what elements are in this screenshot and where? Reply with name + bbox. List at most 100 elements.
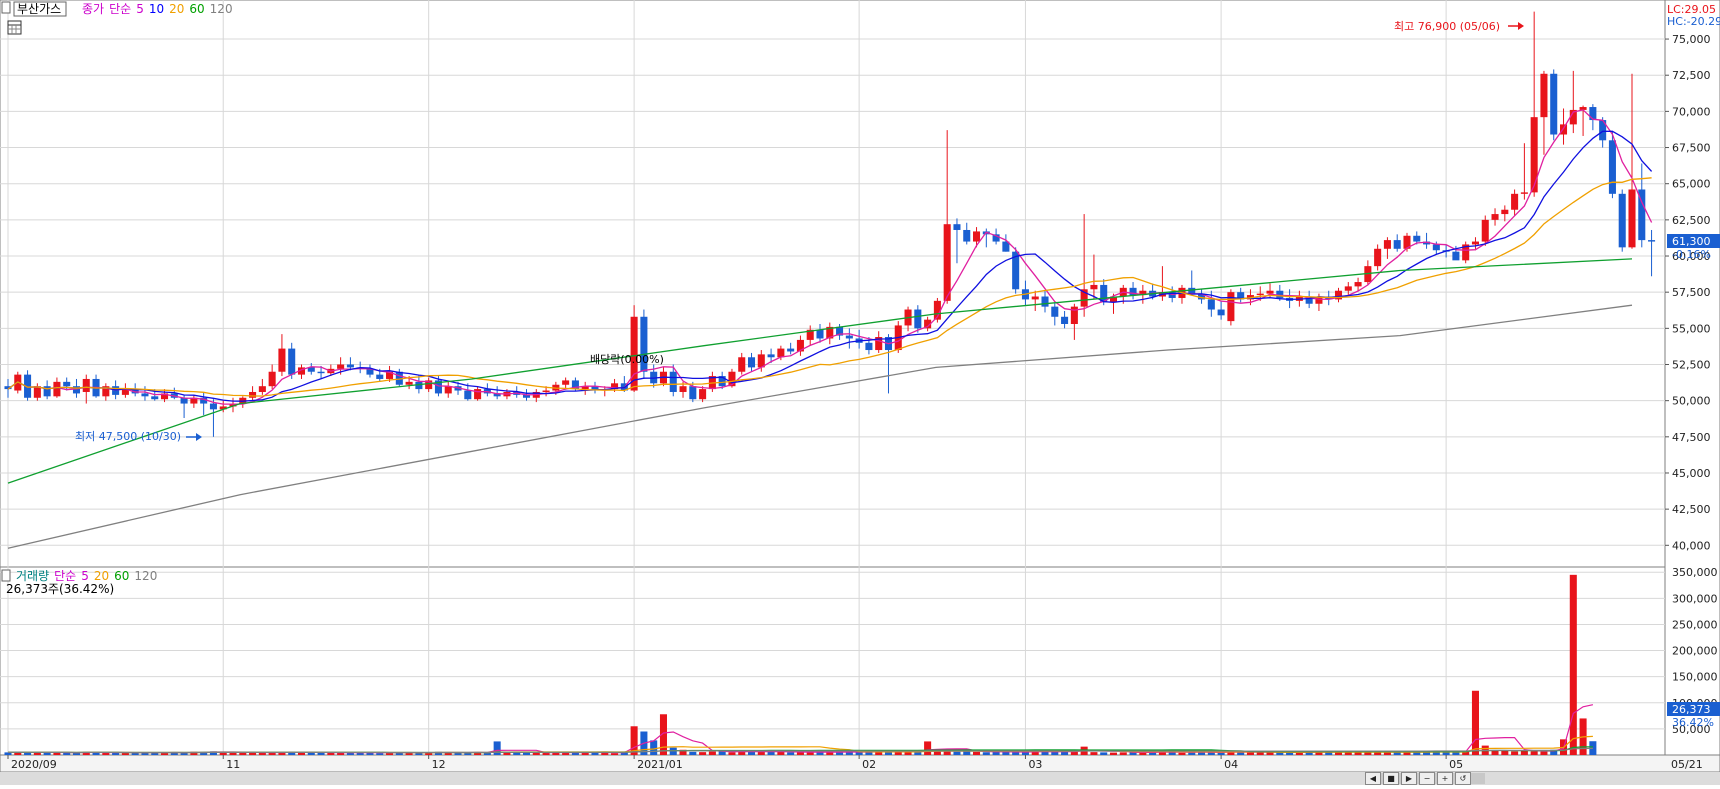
price-tick-label: 72,500 — [1672, 69, 1711, 82]
candle-body — [1012, 251, 1020, 290]
volume-bar — [474, 752, 482, 755]
volume-bar — [904, 752, 912, 755]
price-legend: 부산가스 종가 단순 5 10 20 60 120 — [1, 1, 233, 35]
candle-body — [914, 309, 922, 329]
price-axis: 40,000 42,500 45,000 47,500 50,000 52,500 55,0… — [1665, 33, 1711, 552]
volume-bar — [1256, 752, 1264, 755]
volume-bar — [1031, 751, 1039, 755]
candle-body — [718, 376, 726, 387]
volume-bar — [1354, 751, 1362, 755]
candle-body — [121, 389, 129, 395]
volume-bar — [258, 752, 266, 755]
volume-bar — [718, 751, 726, 755]
candle-body — [816, 329, 824, 339]
scroll-left-icon[interactable]: ◀ — [1365, 772, 1381, 785]
volume-bar — [14, 751, 22, 755]
x-tick-label: 04 — [1224, 758, 1238, 771]
scroll-right-icon[interactable]: ▶ — [1401, 772, 1417, 785]
candle-body — [640, 316, 648, 372]
candle-body — [571, 380, 579, 390]
ticker-box[interactable] — [13, 1, 67, 17]
candle-body — [258, 386, 266, 392]
volume-bar — [1462, 751, 1470, 755]
candle-body — [1550, 73, 1558, 135]
zoom-in-icon[interactable]: + — [1437, 772, 1453, 785]
x-tick-label: 11 — [226, 758, 240, 771]
volume-bar — [1423, 752, 1431, 755]
volume-bar — [1061, 751, 1069, 755]
volume-bar — [288, 751, 296, 755]
price-tick-label: 50,000 — [1672, 395, 1711, 408]
y-axis-panel — [1664, 0, 1720, 756]
candle-body — [1423, 241, 1431, 245]
volume-bar — [679, 749, 687, 755]
volume-bar — [1168, 751, 1176, 755]
low-annotation: 최저 47,500 (10/30) — [75, 430, 202, 443]
candle-body — [679, 386, 687, 392]
candle-body — [161, 393, 169, 400]
candle-body — [581, 386, 589, 390]
volume-bar — [845, 752, 853, 755]
volume-tick-label: 200,000 — [1672, 645, 1718, 658]
candle-body — [337, 364, 345, 369]
reset-icon[interactable]: ↺ — [1455, 772, 1471, 785]
zoom-out-icon[interactable]: − — [1419, 772, 1435, 785]
candle-body — [1061, 316, 1069, 324]
volume-legend-row: 거래량 단순 5 20 60 120 — [16, 569, 157, 583]
volume-bar — [161, 753, 169, 755]
scroll-stop-icon[interactable]: ■ — [1383, 772, 1399, 785]
candle-body — [611, 383, 619, 390]
candle-body — [1501, 209, 1509, 215]
volume-bar — [1002, 751, 1010, 755]
candle-body — [806, 329, 814, 340]
volume-bar — [297, 752, 306, 755]
candle-body — [522, 394, 531, 398]
scroll-bar[interactable] — [0, 772, 1720, 785]
volume-bar — [1021, 751, 1029, 755]
candle-body — [386, 371, 394, 379]
settings-box-icon[interactable] — [1, 569, 11, 582]
volume-bar — [1119, 752, 1127, 755]
candle-body — [209, 403, 217, 410]
candle-body — [1393, 240, 1401, 249]
volume-bar — [434, 751, 442, 755]
volume-axis: 50,000100,000150,000200,000250,000300,00… — [1672, 566, 1718, 736]
price-panel[interactable] — [0, 0, 1666, 568]
volume-bar — [102, 752, 110, 755]
candle-body — [249, 391, 257, 398]
volume-bar — [1550, 749, 1558, 755]
volume-bar — [317, 752, 325, 755]
candle-body — [1383, 240, 1391, 249]
candle-body — [1648, 240, 1656, 242]
volume-bar — [229, 752, 237, 755]
candle-body — [190, 397, 198, 404]
calendar-icon[interactable] — [7, 20, 22, 35]
volume-bar — [395, 752, 403, 755]
candle-body — [738, 357, 746, 372]
candle-body — [1207, 299, 1215, 310]
chart-toolbar: ◀ ■ ▶ − + ↺ — [1365, 772, 1471, 785]
candle-body — [297, 367, 306, 375]
price-tick-label: 57,500 — [1672, 286, 1711, 299]
volume-bar — [1383, 752, 1391, 755]
volume-bar — [1374, 751, 1382, 755]
x-tick-label: 12 — [432, 758, 446, 771]
settings-box-icon[interactable] — [1, 1, 11, 14]
volume-tick-label: 350,000 — [1672, 566, 1718, 579]
candle-body — [1374, 248, 1382, 267]
volume-panel[interactable] — [0, 566, 1666, 756]
legend-item: 단순 — [54, 569, 76, 583]
candle-body — [924, 319, 932, 329]
volume-bar — [914, 751, 922, 755]
volume-bar — [141, 752, 149, 755]
volume-bar — [1178, 752, 1186, 755]
hc-label: HC:-20.29 — [1667, 15, 1720, 28]
candle-body — [1276, 290, 1284, 298]
candle-body — [591, 386, 599, 391]
current-price: 61,300 — [1672, 235, 1711, 248]
candle-body — [1266, 290, 1274, 294]
candle-body — [826, 326, 834, 339]
volume-bar — [562, 752, 570, 755]
